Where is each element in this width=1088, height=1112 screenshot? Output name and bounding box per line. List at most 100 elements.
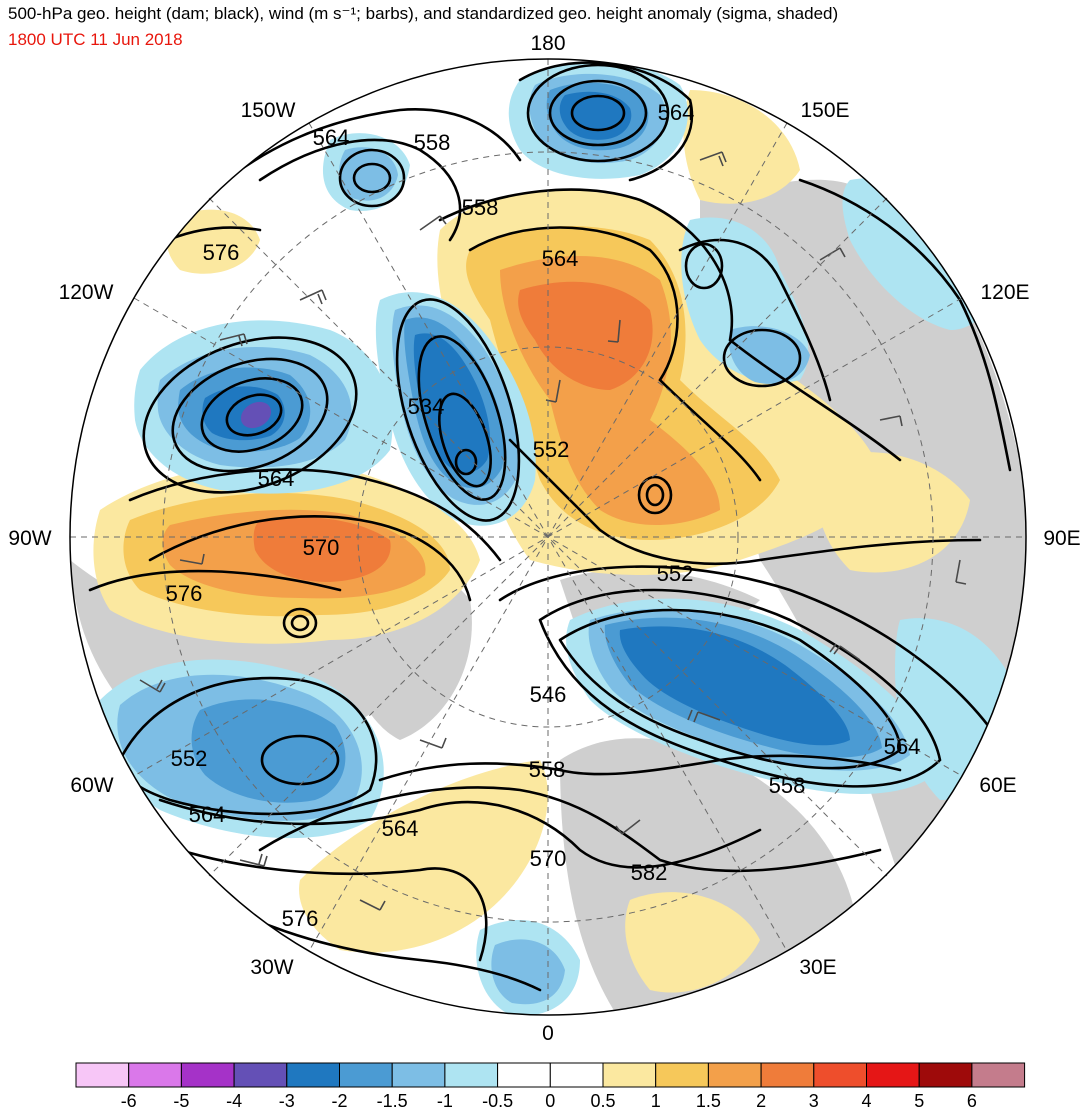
- contour-label: 558: [529, 757, 566, 782]
- lon-label-30w: 30W: [250, 956, 293, 979]
- colorbar-tick-label: 3: [809, 1091, 819, 1111]
- contour-low-alaska-3: [200, 377, 304, 453]
- colorbar-swatch: [391, 1062, 446, 1088]
- colorbar-tick-label: -3: [279, 1091, 295, 1111]
- colorbar-swatch: [339, 1062, 393, 1088]
- contour-low-dateline-1: [526, 63, 670, 163]
- wind-barb: [879, 415, 903, 427]
- contour-label: 582: [631, 860, 668, 885]
- wind-barb: [239, 853, 268, 867]
- contour-low-bering-inner: [352, 162, 392, 194]
- colorbar-swatch: [918, 1062, 973, 1088]
- contour-label: 534: [408, 394, 445, 419]
- colorbar-swatch: [602, 1062, 657, 1088]
- wind-barbs: [139, 151, 967, 911]
- anomaly-yellow-150e: [683, 90, 800, 204]
- anomaly-orange-canada: [253, 516, 391, 582]
- colorbar-tick-label: -5: [173, 1091, 189, 1111]
- colorbar-tick-label: 0.5: [590, 1091, 615, 1111]
- contour-label: 564: [313, 125, 350, 150]
- contour-576-south: [148, 838, 488, 962]
- contour-558-europe: [378, 754, 902, 782]
- colorbar-swatch: [233, 1062, 288, 1088]
- anomaly-yellow-atlantic: [299, 760, 548, 953]
- contour-label: 570: [530, 846, 567, 871]
- anomaly-yellow-120w: [166, 209, 260, 274]
- contour-570-south: [258, 786, 882, 873]
- colorbar-swatch: [497, 1062, 551, 1088]
- contour-552-atlantic: [118, 676, 378, 816]
- contour-labels: 564 558 564 576 558 564 534 552 564 570 …: [166, 100, 921, 931]
- contour-label: 552: [533, 437, 570, 462]
- contour-low-beaufort-3: [438, 392, 492, 488]
- colorbar-swatch: [444, 1062, 499, 1088]
- contour-576-canada: [88, 569, 342, 592]
- lon-label-180: 180: [530, 32, 565, 55]
- contour-label: 576: [203, 240, 240, 265]
- trough-beaufort-deep: [413, 333, 491, 473]
- colorbar-tick-label: 1.5: [696, 1091, 721, 1111]
- contour-552-pacific: [508, 438, 982, 565]
- wind-barb: [687, 709, 721, 723]
- colorbar-swatch: [971, 1062, 1026, 1088]
- wind-barb: [359, 899, 386, 911]
- contour-label: 564: [189, 802, 226, 827]
- contour-low-bering: [338, 148, 406, 208]
- colorbar-swatch: [549, 1062, 604, 1088]
- contour-label: 564: [258, 466, 295, 491]
- contour-low-alaska-4: [225, 393, 283, 437]
- colorbar-tick-label: 2: [756, 1091, 766, 1111]
- wind-barb: [699, 151, 727, 167]
- lon-label-150w: 150W: [241, 99, 296, 122]
- contour-label: 576: [166, 581, 203, 606]
- wind-barb: [299, 289, 327, 305]
- contour-564-south: [158, 798, 762, 869]
- wind-barb: [419, 737, 447, 749]
- colorbar-swatch: [128, 1062, 182, 1088]
- contour-564-pacific: [468, 226, 762, 482]
- lon-label-0: 0: [542, 1022, 554, 1045]
- lon-label-120w: 120W: [59, 281, 114, 304]
- contour-label: 558: [414, 130, 451, 155]
- contour-low-siberia: [684, 242, 724, 290]
- contour-low-alaska-1: [142, 336, 358, 494]
- map-border: [69, 58, 1027, 1016]
- colorbar-tick-label: -0.5: [482, 1091, 513, 1111]
- colorbar-tick-label: -1.5: [377, 1091, 408, 1111]
- contour-low-kara-inner: [645, 483, 665, 507]
- contour-558-west: [258, 138, 462, 242]
- contour-label: 546: [530, 682, 567, 707]
- contour-label: 552: [171, 746, 208, 771]
- colorbar-swatch: [813, 1062, 867, 1088]
- wind-barb: [419, 215, 447, 231]
- contour-low-beaufort-2: [417, 335, 507, 501]
- colorbar-tick-label: 0: [545, 1091, 555, 1111]
- anomaly-orange-pacific: [518, 281, 653, 390]
- negative-anomaly-layer: [97, 61, 1020, 1015]
- lon-label-60w: 60W: [70, 774, 113, 797]
- lon-label-90w: 90W: [8, 527, 51, 550]
- contour-552-russia: [538, 588, 942, 788]
- meridian: [133, 297, 963, 777]
- contour-low-baffin-inner: [290, 614, 310, 632]
- wind-barb: [139, 679, 166, 693]
- colorbar-swatch: [866, 1062, 920, 1088]
- map-disk: [70, 59, 1026, 1015]
- meridian: [208, 197, 888, 877]
- wind-barb: [219, 333, 248, 347]
- colorbar-tick-label: -4: [226, 1091, 242, 1111]
- contour-low-alaska-2: [171, 357, 329, 473]
- contour-low-dateline-2: [548, 79, 648, 147]
- contour-564-canada: [128, 468, 502, 562]
- trough-atlantic-dark: [191, 699, 346, 803]
- colorbar-tick-label: 5: [914, 1091, 924, 1111]
- contour-low-labrador: [260, 734, 340, 786]
- contour-label: 564: [382, 816, 419, 841]
- trough-bering-mid: [339, 147, 398, 201]
- wind-barb: [615, 819, 641, 835]
- meridian: [208, 197, 888, 877]
- colorbar-swatch: [75, 1062, 130, 1088]
- chart-title: 500-hPa geo. height (dam; black), wind (…: [8, 4, 839, 23]
- valid-time: 1800 UTC 11 Jun 2018: [8, 30, 183, 49]
